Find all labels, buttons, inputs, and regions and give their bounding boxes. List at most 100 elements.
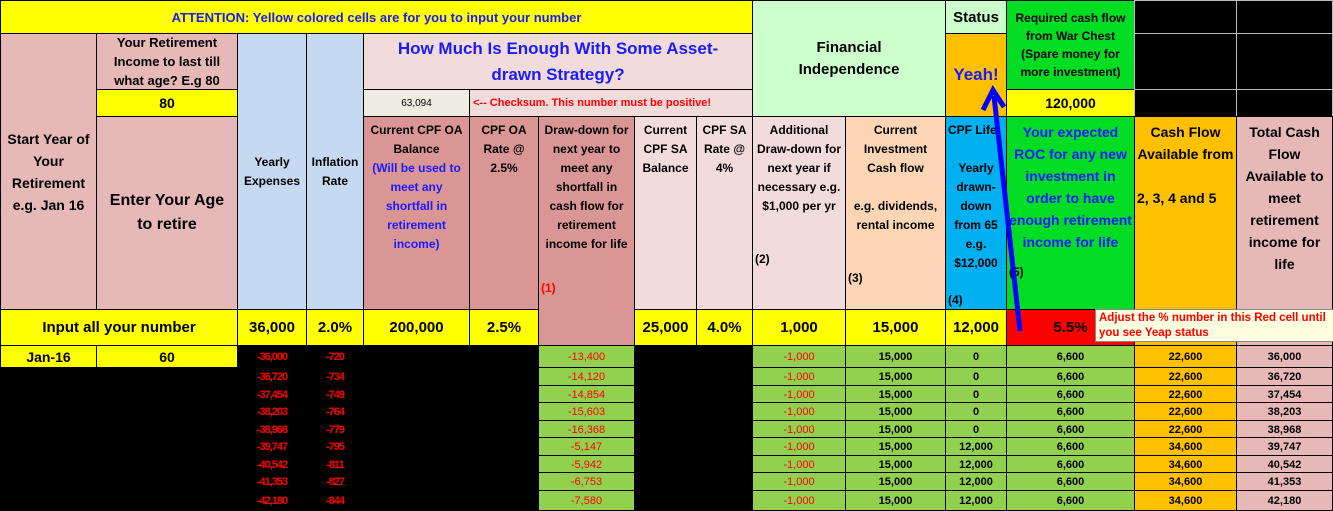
cpf-life-cell: 12,000: [945, 437, 1007, 457]
expenses-cell: -37,454: [256, 388, 288, 401]
expenses-cell: -41,353: [256, 476, 288, 488]
war-chest-input[interactable]: 120,000: [1006, 89, 1135, 117]
total-cell: 38,203: [1236, 402, 1333, 422]
financial-independence-label: Financial Independence: [752, 0, 946, 117]
investment-cell: 15,000: [845, 455, 946, 474]
investment-cell: 15,000: [845, 367, 946, 387]
drawdown-cell: -6,753: [538, 472, 635, 492]
cpf-life-number: (4): [948, 293, 963, 307]
cash-flow-cell: 22,600: [1134, 402, 1237, 422]
investment-cell: 15,000: [845, 437, 946, 457]
drawdown-cell: -13,400: [538, 345, 635, 369]
inflation-cell: -811: [326, 458, 344, 471]
total-cell: 36,720: [1236, 367, 1333, 387]
roc-cell: 6,600: [1006, 490, 1135, 511]
drawdown-cell: -7,580: [538, 490, 635, 511]
attention-banner: ATTENTION: Yellow colored cells are for …: [0, 0, 753, 34]
roc-cell: 6,600: [1006, 367, 1135, 387]
cpf-sa-balance-input[interactable]: 25,000: [634, 309, 697, 346]
inflation-cell: -749: [325, 388, 345, 401]
expenses-cell: -36,720: [256, 371, 288, 383]
cpf-sa-balance-header: Current CPF SA Balance: [634, 116, 697, 310]
cpf-oa-rate-header: CPF OA Rate @ 2.5%: [469, 116, 539, 310]
roc-cell: 6,600: [1006, 345, 1135, 369]
retire-till-input[interactable]: 80: [96, 89, 238, 117]
expenses-cell: -38,203: [256, 406, 288, 418]
expenses-cell: -42,180: [256, 494, 288, 507]
empty-cell: [1236, 0, 1333, 34]
cpf-life-cell: 0: [945, 402, 1007, 422]
drawdown-title: Draw-down for next year to meet any shor…: [544, 123, 629, 251]
age-input[interactable]: 60: [96, 345, 238, 368]
expenses-cell: -38,968: [256, 423, 288, 436]
investment-cell: 15,000: [845, 402, 946, 422]
additional-cell: -1,000: [752, 345, 846, 369]
cpf-life-desc: Yearly drawn-down from 65 e.g. $12,000: [954, 161, 998, 270]
additional-drawdown-header: Additional Draw-down for next year if ne…: [752, 116, 846, 310]
cpf-life-header: CPF Life Yearly drawn-down from 65 e.g. …: [945, 116, 1007, 310]
additional-title: Additional Draw-down for next year if ne…: [757, 123, 841, 213]
cpf-life-cell: 0: [945, 345, 1007, 369]
cash-flow-cell: 22,600: [1134, 367, 1237, 387]
investment-cell: 15,000: [845, 472, 946, 492]
total-cell: 36,000: [1236, 345, 1333, 369]
cpf-life-title: CPF Life: [948, 123, 997, 137]
checksum-note: <-- Checksum. This number must be positi…: [469, 89, 753, 117]
cpf-sa-rate-input[interactable]: 4.0%: [696, 309, 753, 346]
empty-cell: [1236, 33, 1333, 90]
inflation-rate-input[interactable]: 2.0%: [306, 309, 364, 346]
cash-flow-cell: 34,600: [1134, 490, 1237, 511]
yearly-expenses-input[interactable]: 36,000: [237, 309, 307, 346]
page-title: How Much Is Enough With Some Asset-drawn…: [363, 33, 753, 90]
inflation-cell: -844: [325, 494, 345, 507]
investment-cell: 15,000: [845, 345, 946, 369]
cpf-life-input[interactable]: 12,000: [945, 309, 1007, 346]
investment-number: (3): [848, 271, 863, 285]
start-year-header: Start Year of Your Retirement e.g. Jan 1…: [0, 33, 97, 310]
drawdown-cell: -5,147: [538, 437, 635, 457]
cash-flow-cell: 22,600: [1134, 345, 1237, 369]
additional-number: (2): [755, 252, 770, 266]
roc-title: Your expected ROC for any new investment…: [1009, 124, 1132, 250]
retire-till-label: Your Retirement Income to last till what…: [96, 33, 238, 90]
total-cash-flow-header: Total Cash Flow Available to meet retire…: [1236, 116, 1333, 310]
enter-age-header: Enter Your Age to retire: [96, 116, 238, 310]
investment-header: Current Investment Cash flow e.g. divide…: [845, 116, 946, 310]
investment-example: e.g. dividends, rental income: [853, 199, 938, 232]
roc-cell: 6,600: [1006, 385, 1135, 404]
expenses-cell: -36,000: [256, 351, 288, 363]
checksum-value: 63,094: [363, 89, 470, 117]
total-cell: 41,353: [1236, 472, 1333, 492]
cpf-sa-rate-header: CPF SA Rate @ 4%: [696, 116, 753, 310]
expenses-cell: -40,542: [256, 458, 288, 471]
adjust-roc-tooltip: Adjust the % number in this Red cell unt…: [1095, 309, 1333, 342]
total-cell: 42,180: [1236, 490, 1333, 511]
cpf-oa-balance-note: (Will be used to meet any shortfall in r…: [372, 161, 461, 251]
drawdown-cell: -14,120: [538, 367, 635, 387]
cpf-oa-balance-input[interactable]: 200,000: [363, 309, 470, 346]
start-year-input[interactable]: Jan-16: [0, 345, 97, 368]
roc-cell: 6,600: [1006, 472, 1135, 492]
additional-cell: -1,000: [752, 472, 846, 492]
additional-drawdown-input[interactable]: 1,000: [752, 309, 846, 346]
cpf-oa-balance-header: Current CPF OA Balance (Will be used to …: [363, 116, 470, 310]
roc-number: (5): [1009, 265, 1024, 279]
cpf-oa-rate-input[interactable]: 2.5%: [469, 309, 539, 346]
inflation-cell: -779: [325, 423, 345, 436]
drawdown-cell: -15,603: [538, 402, 635, 422]
total-cell: 39,747: [1236, 437, 1333, 457]
additional-cell: -1,000: [752, 490, 846, 511]
inflation-cell: -827: [325, 476, 345, 488]
cpf-oa-balance-title: Current CPF OA Balance: [370, 123, 463, 156]
additional-cell: -1,000: [752, 367, 846, 387]
cpf-life-cell: 12,000: [945, 490, 1007, 511]
drawdown-number: (1): [541, 281, 556, 295]
additional-cell: -1,000: [752, 402, 846, 422]
empty-cell: [1134, 33, 1237, 90]
roc-header: Your expected ROC for any new investment…: [1006, 116, 1135, 310]
investment-input[interactable]: 15,000: [845, 309, 946, 346]
empty-cell: [1134, 89, 1237, 117]
inflation-cell: -795: [325, 441, 345, 453]
investment-cell: 15,000: [845, 490, 946, 511]
cash-flow-cell: 34,600: [1134, 472, 1237, 492]
